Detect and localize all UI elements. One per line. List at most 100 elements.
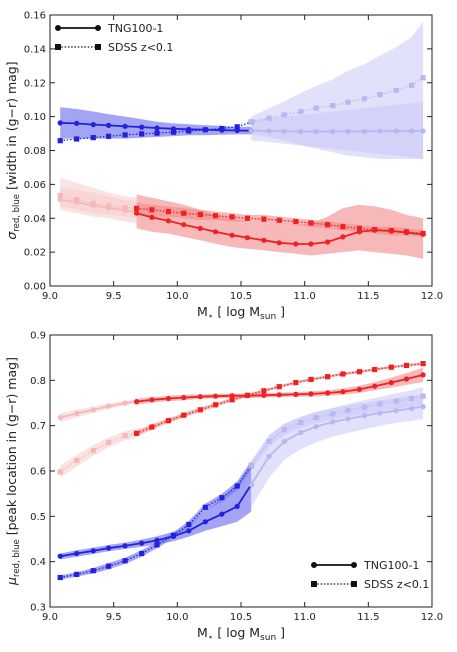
data-point bbox=[330, 419, 336, 425]
data-point bbox=[90, 200, 96, 206]
data-point bbox=[134, 399, 140, 405]
x-tick: 10.5 bbox=[230, 15, 252, 302]
y-tick: 0.14 bbox=[24, 44, 432, 55]
data-point bbox=[139, 550, 145, 557]
y-tick-label: 0.04 bbox=[24, 214, 46, 225]
data-point bbox=[293, 219, 299, 225]
y-tick: 0.00 bbox=[24, 282, 432, 293]
data-point bbox=[281, 438, 287, 445]
y-label-main: μ bbox=[4, 577, 19, 586]
data-point bbox=[154, 542, 160, 548]
data-point bbox=[325, 390, 331, 396]
y-tick: 0.9 bbox=[30, 331, 432, 342]
y-tick: 0.02 bbox=[24, 248, 432, 259]
data-point bbox=[106, 563, 112, 569]
y-axis-label: μred, blue [peak location in (g−r) mag] bbox=[4, 357, 22, 586]
x-tick-label: 11.0 bbox=[294, 291, 316, 302]
data-point bbox=[57, 574, 63, 581]
data-point bbox=[361, 96, 368, 102]
legend-marker bbox=[351, 581, 357, 587]
x-tick: 11.5 bbox=[357, 15, 379, 302]
data-point bbox=[420, 393, 426, 399]
data-point bbox=[276, 217, 282, 223]
legend-label: TNG100-1 bbox=[107, 22, 163, 35]
data-point bbox=[361, 128, 368, 134]
data-point bbox=[165, 395, 171, 402]
data-point bbox=[409, 82, 415, 88]
data-point bbox=[420, 404, 426, 410]
x-axis-label: M⋆ [ log Msun ] bbox=[197, 304, 285, 322]
top-panel: 9.0 9.5 10.0 10.5 11.0 11.5 12.0 0.00 0.02 0.04 0.… bbox=[4, 11, 443, 323]
data-point bbox=[154, 125, 160, 131]
data-point bbox=[212, 229, 219, 235]
data-point bbox=[74, 571, 80, 577]
data-point bbox=[372, 383, 378, 389]
legend-marker bbox=[95, 44, 101, 50]
data-point bbox=[248, 482, 254, 488]
data-point bbox=[57, 553, 63, 559]
data-point bbox=[234, 124, 240, 130]
data-point bbox=[393, 87, 399, 93]
series-band bbox=[60, 177, 137, 219]
x-tick-label: 11.5 bbox=[357, 612, 379, 623]
data-point bbox=[57, 120, 63, 126]
data-point bbox=[181, 210, 187, 216]
data-point bbox=[90, 548, 96, 554]
data-point bbox=[106, 403, 112, 409]
data-point bbox=[325, 239, 331, 245]
data-point bbox=[149, 214, 155, 220]
data-point bbox=[266, 453, 272, 460]
data-point bbox=[308, 376, 314, 382]
data-point bbox=[281, 427, 287, 433]
data-point bbox=[106, 439, 112, 445]
data-point bbox=[313, 424, 319, 430]
data-point bbox=[186, 521, 192, 528]
x-tick: 10.0 bbox=[166, 335, 188, 623]
data-point bbox=[308, 220, 314, 226]
x-tick-label: 10.5 bbox=[230, 291, 252, 302]
plot-area bbox=[57, 361, 426, 581]
data-point bbox=[74, 550, 80, 557]
y-tick-label: 0.5 bbox=[30, 512, 46, 523]
data-point bbox=[186, 528, 192, 534]
data-point bbox=[139, 540, 145, 546]
data-point bbox=[234, 483, 240, 489]
data-point bbox=[266, 438, 272, 445]
data-point bbox=[266, 115, 272, 121]
data-point bbox=[219, 511, 225, 517]
data-point bbox=[276, 384, 282, 390]
data-point bbox=[377, 401, 383, 407]
y-tick-label: 0.9 bbox=[30, 331, 46, 342]
data-point bbox=[388, 380, 394, 386]
data-point bbox=[122, 543, 128, 549]
data-point bbox=[403, 362, 410, 368]
y-tick-label: 0.08 bbox=[24, 146, 46, 157]
x-tick: 9.0 bbox=[42, 335, 58, 623]
x-label-main: M bbox=[197, 625, 208, 640]
x-label-rest: [ log M bbox=[213, 625, 260, 640]
data-point bbox=[340, 389, 346, 395]
data-point bbox=[393, 128, 399, 134]
data-point bbox=[165, 418, 171, 424]
data-point bbox=[181, 222, 187, 228]
data-point bbox=[181, 412, 187, 418]
data-point bbox=[197, 225, 203, 231]
data-point bbox=[298, 429, 304, 436]
data-point bbox=[149, 424, 155, 430]
data-point bbox=[139, 124, 145, 130]
data-point bbox=[308, 241, 314, 247]
data-point bbox=[202, 504, 208, 510]
x-tick: 11.0 bbox=[294, 335, 316, 623]
x-tick-label: 10.5 bbox=[230, 612, 252, 623]
data-point bbox=[403, 229, 410, 235]
data-point bbox=[261, 392, 267, 398]
data-point bbox=[90, 407, 96, 413]
data-point bbox=[261, 216, 267, 222]
data-point bbox=[356, 369, 362, 375]
data-point bbox=[409, 405, 415, 411]
y-tick: 0.04 bbox=[24, 214, 432, 225]
data-point bbox=[345, 416, 351, 422]
y-label-sub: red, blue bbox=[12, 539, 22, 577]
x-axis-label: M⋆ [ log Msun ] bbox=[197, 625, 285, 643]
data-point bbox=[170, 129, 177, 135]
